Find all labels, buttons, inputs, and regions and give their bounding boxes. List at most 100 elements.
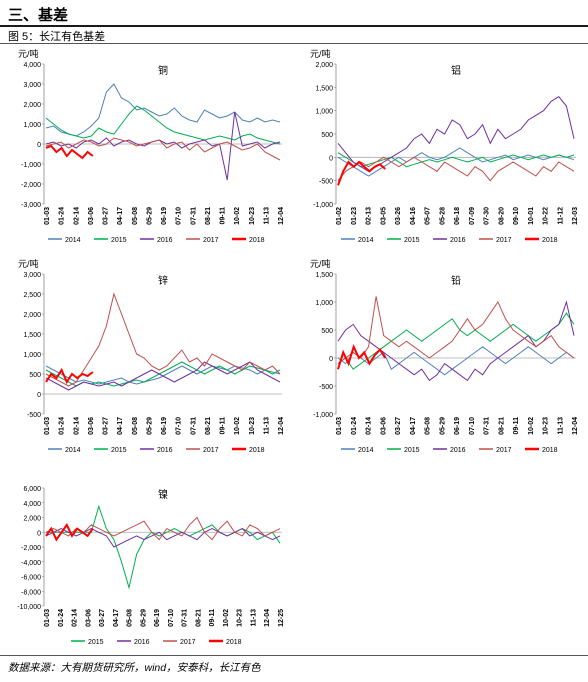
x-tick-label: 05-08 — [132, 417, 139, 435]
y-tick-label: 1,000 — [315, 109, 333, 116]
series-line-2015 — [337, 312, 575, 370]
x-tick-label: 03-05 — [380, 207, 387, 225]
y-tick-label: 0 — [329, 356, 333, 363]
x-tick-label: 10-23 — [543, 417, 550, 435]
y-tick-label: -500 — [319, 384, 333, 391]
x-tick-label: 07-10 — [469, 417, 476, 435]
legend-label: 2015 — [111, 447, 127, 454]
x-tick-label: 03-06 — [88, 207, 95, 225]
series-line-2018 — [45, 522, 94, 542]
y-axis-label: 元/吨 — [310, 258, 331, 269]
y-tick-label: -4,000 — [21, 560, 41, 567]
x-tick-label: 05-29 — [146, 417, 153, 435]
x-tick-label: 11-12 — [557, 207, 564, 225]
x-tick-label: 12-04 — [278, 417, 285, 435]
legend-label: 2014 — [65, 237, 81, 244]
series-line-2014 — [337, 147, 575, 177]
chart-zinc: 元/吨锌3,0002,5002,0001,5001,0005000-50001-… — [18, 258, 285, 454]
y-tick-label: -8,000 — [21, 589, 41, 596]
y-axis-label: 元/吨 — [18, 48, 39, 59]
legend-label: 2018 — [249, 237, 265, 244]
chart-title: 锌 — [158, 274, 168, 287]
series-line-2015 — [45, 105, 281, 145]
x-tick-label: 05-07 — [425, 207, 432, 225]
legend-label: 2017 — [496, 447, 512, 454]
x-tick-label: 11-13 — [557, 417, 564, 435]
x-tick-label: 11-13 — [263, 417, 270, 435]
y-axis-label: 元/吨 — [310, 48, 331, 59]
legend-label: 2016 — [450, 237, 466, 244]
x-tick-label: 10-23 — [237, 609, 244, 627]
x-tick-label: 07-31 — [190, 207, 197, 225]
x-tick-label: 12-25 — [278, 609, 285, 627]
x-tick-label: 06-18 — [454, 207, 461, 225]
x-tick-label: 03-27 — [103, 417, 110, 435]
x-tick-label: 09-11 — [209, 609, 216, 627]
section-title-rule — [0, 25, 588, 27]
x-tick-label: 07-30 — [484, 207, 491, 225]
chart-title: 铜 — [158, 65, 168, 77]
x-tick-label: 01-24 — [59, 417, 66, 435]
x-tick-label: 02-14 — [366, 417, 373, 435]
chart-title: 镍 — [158, 488, 168, 501]
legend-label: 2016 — [450, 447, 466, 454]
x-tick-label: 01-03 — [44, 417, 51, 435]
series-line-2016 — [337, 96, 575, 172]
x-tick-label: 01-03 — [44, 207, 51, 225]
series-line-2017 — [337, 296, 575, 365]
x-tick-label: 12-04 — [278, 207, 285, 225]
y-tick-label: 500 — [29, 372, 41, 379]
y-tick-label: 2,000 — [23, 102, 41, 109]
legend-label: 2017 — [203, 447, 219, 454]
series-line-2017 — [45, 292, 281, 387]
x-tick-label: 02-13 — [366, 207, 373, 225]
series-line-2016 — [45, 111, 281, 181]
series-line-2018 — [337, 344, 387, 370]
legend-label: 2017 — [203, 237, 219, 244]
x-tick-label: 07-09 — [469, 207, 476, 225]
series-line-2017 — [45, 137, 281, 161]
y-tick-label: 1,000 — [315, 300, 333, 307]
x-tick-label: 09-11 — [513, 417, 520, 435]
y-tick-label: 0 — [37, 142, 41, 149]
figure-caption-rule — [0, 43, 588, 44]
legend-label: 2016 — [134, 639, 150, 646]
y-tick-label: -10,000 — [17, 604, 41, 611]
y-tick-label: -500 — [319, 179, 333, 186]
y-tick-label: 2,000 — [23, 312, 41, 319]
x-tick-label: 03-06 — [88, 417, 95, 435]
x-tick-label: 07-31 — [484, 417, 491, 435]
x-tick-label: 03-06 — [85, 609, 92, 627]
x-tick-label: 05-08 — [425, 417, 432, 435]
x-tick-label: 05-29 — [146, 207, 153, 225]
y-tick-label: -2,000 — [21, 545, 41, 552]
legend-label: 2014 — [358, 237, 374, 244]
x-tick-label: 10-01 — [528, 207, 535, 225]
x-tick-label: 08-21 — [205, 207, 212, 225]
y-tick-label: -1,000 — [21, 162, 41, 169]
x-tick-label: 07-31 — [182, 609, 189, 627]
x-tick-label: 09-10 — [513, 207, 520, 225]
legend-label: 2016 — [157, 447, 173, 454]
x-tick-label: 02-14 — [72, 609, 79, 627]
legend-label: 2015 — [404, 237, 420, 244]
x-tick-label: 09-11 — [220, 207, 227, 225]
y-tick-label: -3,000 — [21, 202, 41, 209]
x-tick-label: 03-26 — [395, 207, 402, 225]
series-line-2017 — [45, 516, 281, 541]
legend-label: 2014 — [65, 447, 81, 454]
x-tick-label: 06-19 — [161, 207, 168, 225]
y-tick-label: 3,000 — [23, 272, 41, 279]
series-line-2017 — [337, 156, 575, 182]
x-tick-label: 07-10 — [176, 417, 183, 435]
legend-label: 2018 — [226, 639, 242, 646]
y-tick-label: 0 — [37, 392, 41, 399]
section-title: 三、基差 — [8, 7, 69, 24]
x-tick-label: 05-28 — [439, 207, 446, 225]
series-line-2015 — [337, 152, 575, 168]
series-line-2018 — [337, 160, 386, 186]
y-tick-label: 2,000 — [23, 516, 41, 523]
y-tick-label: 1,000 — [23, 352, 41, 359]
y-tick-label: -2,000 — [21, 182, 41, 189]
y-tick-label: 2,500 — [23, 292, 41, 299]
